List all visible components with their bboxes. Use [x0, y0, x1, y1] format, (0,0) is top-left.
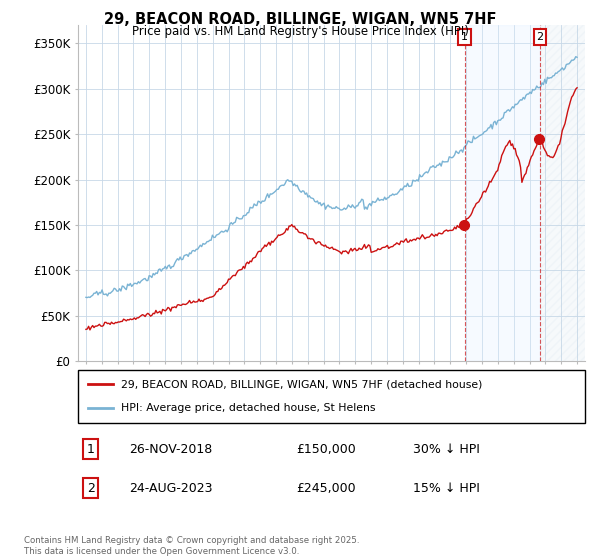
Text: 2: 2 [536, 32, 544, 42]
Text: HPI: Average price, detached house, St Helens: HPI: Average price, detached house, St H… [121, 403, 376, 413]
Text: 2: 2 [87, 482, 95, 494]
Text: 30% ↓ HPI: 30% ↓ HPI [413, 442, 479, 456]
Bar [540, 25, 585, 361]
Text: 24-AUG-2023: 24-AUG-2023 [128, 482, 212, 494]
Text: £150,000: £150,000 [296, 442, 356, 456]
Text: 15% ↓ HPI: 15% ↓ HPI [413, 482, 479, 494]
Text: Contains HM Land Registry data © Crown copyright and database right 2025.
This d: Contains HM Land Registry data © Crown c… [24, 536, 359, 556]
Bar [464, 25, 540, 361]
Text: 29, BEACON ROAD, BILLINGE, WIGAN, WN5 7HF (detached house): 29, BEACON ROAD, BILLINGE, WIGAN, WN5 7H… [121, 380, 482, 390]
Text: 29, BEACON ROAD, BILLINGE, WIGAN, WN5 7HF: 29, BEACON ROAD, BILLINGE, WIGAN, WN5 7H… [104, 12, 496, 27]
Text: £245,000: £245,000 [296, 482, 356, 494]
Text: Price paid vs. HM Land Registry's House Price Index (HPI): Price paid vs. HM Land Registry's House … [131, 25, 469, 38]
Text: 1: 1 [461, 32, 468, 42]
Text: 1: 1 [87, 442, 95, 456]
Text: 26-NOV-2018: 26-NOV-2018 [128, 442, 212, 456]
